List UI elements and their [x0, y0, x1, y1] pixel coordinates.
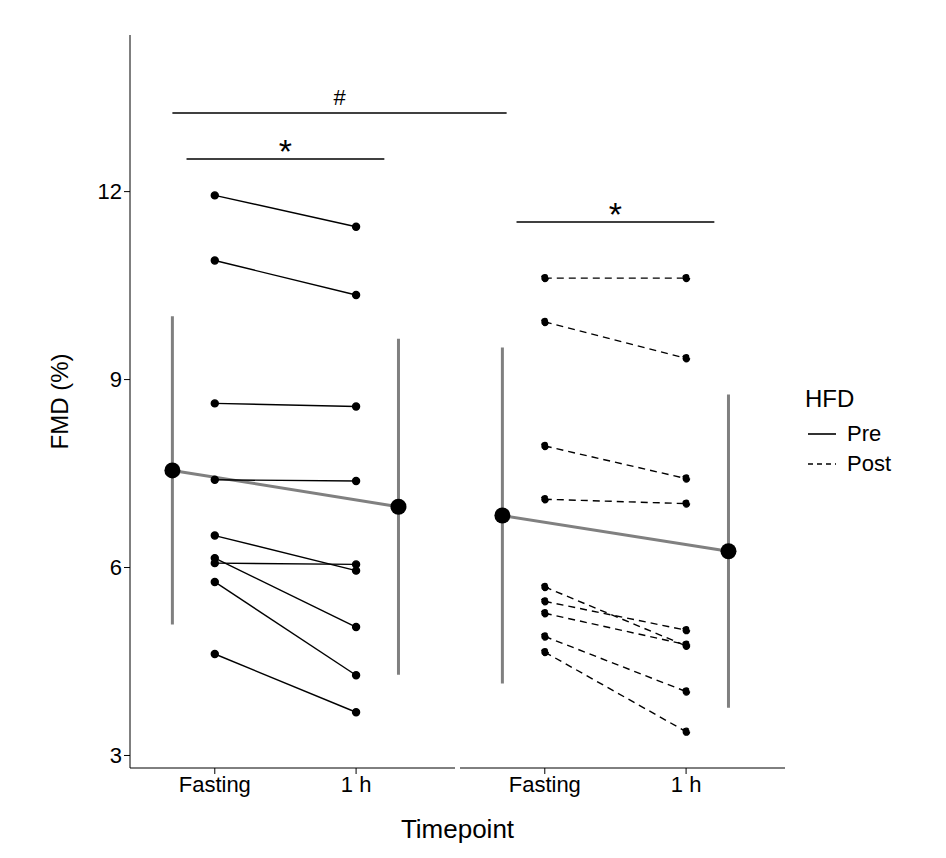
html-text:HFD: HFD	[805, 385, 855, 412]
svg-text:Fasting: Fasting	[509, 772, 581, 797]
html-text:Pre: Pre	[847, 421, 882, 446]
svg-text:12: 12	[98, 179, 122, 204]
svg-text:6: 6	[110, 555, 122, 580]
svg-text:Timepoint: Timepoint	[401, 814, 515, 844]
html-text:Post: Post	[847, 451, 891, 476]
svg-text:1 h: 1 h	[341, 772, 372, 797]
svg-text:*: *	[609, 195, 622, 233]
svg-text:#: #	[333, 85, 346, 110]
svg-text:Fasting: Fasting	[179, 772, 251, 797]
svg-text:9: 9	[110, 367, 122, 392]
svg-text:3: 3	[110, 743, 122, 768]
svg-text:FMD (%): FMD (%)	[46, 354, 73, 450]
svg-text:*: *	[279, 132, 292, 170]
svg-text:1 h: 1 h	[671, 772, 702, 797]
